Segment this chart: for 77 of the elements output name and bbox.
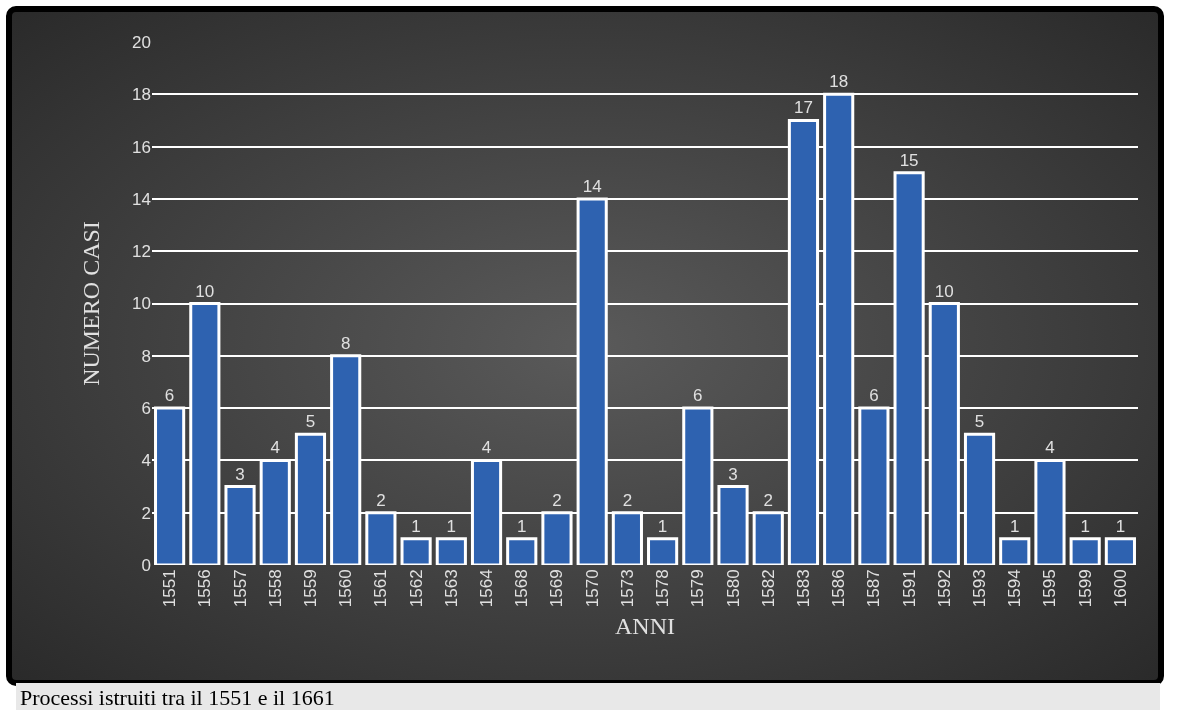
y-tick-label: 12	[132, 242, 151, 262]
bar	[647, 537, 679, 565]
x-tick-label: 1559	[300, 569, 320, 608]
x-tick-label: 1594	[1005, 569, 1025, 608]
x-tick-label: 1583	[793, 569, 813, 608]
data-label: 10	[934, 281, 954, 301]
data-label: 4	[1045, 438, 1055, 458]
x-tick-label: 1556	[195, 569, 215, 608]
data-label: 1	[446, 516, 457, 536]
data-label: 1	[1080, 516, 1090, 536]
bar	[435, 537, 467, 565]
data-label: 2	[552, 490, 562, 510]
x-tick-label: 1551	[160, 569, 180, 608]
data-label: 3	[728, 464, 738, 484]
y-tick-label: 8	[141, 346, 151, 366]
x-tick-label: 1595	[1040, 569, 1060, 608]
x-tick-label: 1580	[723, 569, 743, 608]
x-tick-label: 1570	[582, 569, 602, 608]
data-label: 2	[376, 490, 386, 510]
x-tick-label: 1569	[547, 569, 567, 608]
y-tick-label: 20	[132, 32, 151, 52]
x-tick-label: 1579	[688, 569, 708, 608]
x-tick-label: 1599	[1075, 569, 1095, 608]
data-label: 4	[481, 438, 492, 458]
data-label: 8	[340, 333, 351, 353]
data-label: 17	[794, 98, 813, 118]
bar	[506, 537, 538, 565]
x-tick-label: 1582	[758, 569, 778, 608]
y-tick-label: 6	[141, 399, 151, 419]
bar	[1104, 537, 1136, 565]
y-axis-title: NUMERO CASI	[78, 221, 105, 386]
data-label: 1	[1115, 516, 1126, 536]
y-tick-label: 16	[132, 137, 151, 157]
y-tick-label: 14	[132, 189, 151, 209]
data-label: 1	[411, 516, 421, 536]
x-tick-label: 1563	[441, 569, 461, 608]
x-tick-label: 1573	[617, 569, 637, 608]
data-label: 18	[829, 72, 849, 92]
data-label: 6	[869, 386, 879, 406]
x-tick-label: 1568	[512, 569, 532, 608]
y-tick-label: 0	[141, 555, 151, 575]
bar	[400, 537, 432, 565]
x-tick-label: 1561	[371, 569, 391, 608]
data-label: 1	[1010, 516, 1020, 536]
data-label: 10	[195, 281, 215, 301]
data-label: 15	[899, 150, 919, 170]
x-tick-label: 1587	[864, 569, 884, 608]
y-tick-label: 2	[141, 503, 151, 523]
data-label: 1	[517, 516, 527, 536]
x-tick-label: 1578	[653, 569, 673, 608]
x-tick-label: 1592	[934, 569, 954, 608]
data-label: 5	[305, 412, 316, 432]
bar	[999, 537, 1031, 565]
x-tick-label: 1558	[265, 569, 285, 608]
x-tick-label: 1564	[477, 569, 497, 608]
x-tick-label: 1591	[899, 569, 919, 608]
x-tick-label: 1586	[829, 569, 849, 608]
x-axis-title: ANNI	[615, 612, 675, 639]
x-tick-label: 1593	[970, 569, 990, 608]
text: Processi istruiti tra il 1551 e il 1661	[16, 683, 1160, 710]
data-label: 14	[582, 176, 602, 196]
x-tick-label: 1560	[336, 569, 356, 608]
data-label: 3	[235, 464, 245, 484]
data-label: 1	[657, 516, 668, 536]
x-tick-label: 1557	[230, 569, 250, 608]
y-tick-label: 4	[141, 451, 151, 471]
data-label: 6	[164, 386, 175, 406]
bar	[1069, 537, 1101, 565]
data-label: 2	[622, 490, 633, 510]
data-label: 6	[693, 386, 703, 406]
y-tick-label: 10	[132, 294, 151, 314]
data-label: 5	[974, 412, 985, 432]
data-label: 4	[270, 438, 280, 458]
data-label: 2	[763, 490, 773, 510]
y-tick-label: 18	[132, 85, 151, 105]
x-tick-label: 1562	[406, 569, 426, 608]
x-tick-label: 1600	[1110, 569, 1130, 608]
